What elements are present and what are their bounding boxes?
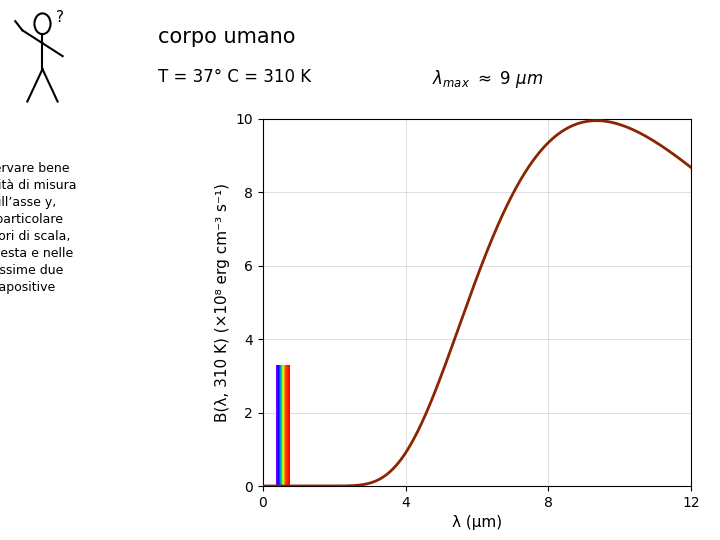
Text: osservare bene
le unità di misura
sull’asse y,
in particolare
i valori di scala,: osservare bene le unità di misura sull’a…	[0, 162, 76, 294]
Text: T = 37° C = 310 K: T = 37° C = 310 K	[158, 68, 312, 85]
Text: ?: ?	[55, 10, 63, 25]
X-axis label: λ (μm): λ (μm)	[452, 515, 502, 530]
Text: corpo umano: corpo umano	[158, 27, 296, 47]
Text: $\lambda_{max}\ \approx\ 9\ \mu m$: $\lambda_{max}\ \approx\ 9\ \mu m$	[432, 68, 544, 90]
Y-axis label: B(λ, 310 K) (×10⁸ erg cm⁻³ s⁻¹): B(λ, 310 K) (×10⁸ erg cm⁻³ s⁻¹)	[215, 183, 230, 422]
